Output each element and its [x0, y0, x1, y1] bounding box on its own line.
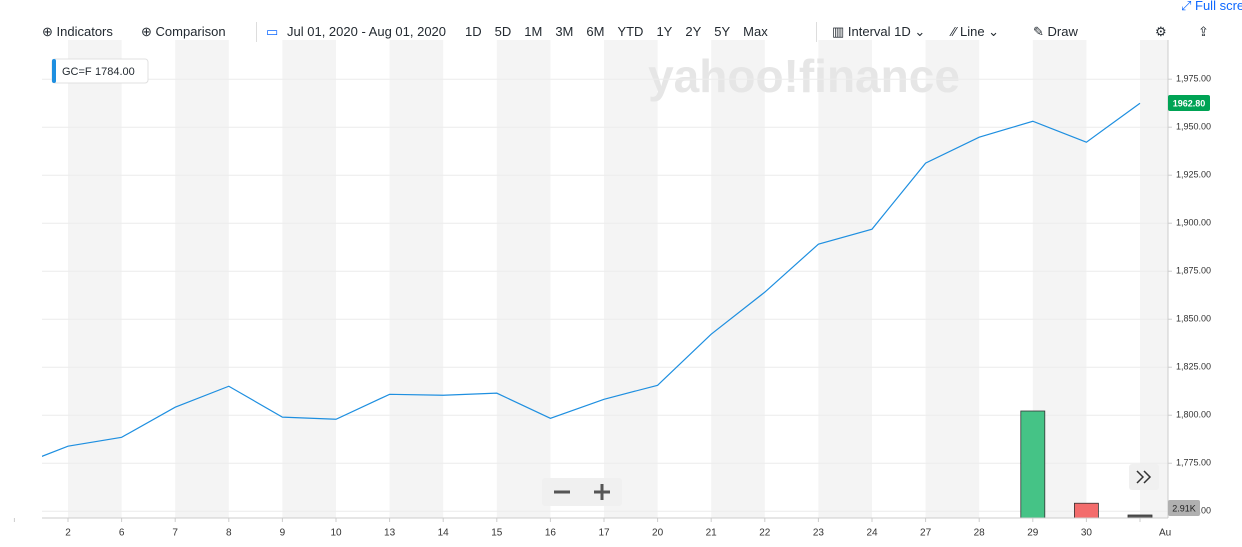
comparison-button[interactable]: ⊕ Comparison	[141, 24, 226, 39]
stripe	[925, 40, 980, 518]
stripe	[389, 40, 444, 518]
volume-bar	[1020, 410, 1046, 518]
y-tick-label: 1,800.00	[1176, 410, 1211, 420]
x-tick-label: 16	[545, 528, 557, 539]
x-tick-label: 6	[119, 528, 125, 539]
y-tick-label: 1,850.00	[1176, 314, 1211, 324]
y-tick-label: 1,950.00	[1176, 122, 1211, 132]
x-tick-label: 17	[598, 528, 610, 539]
volume-bar	[1127, 514, 1153, 518]
zoom-controls	[542, 478, 622, 506]
range-button[interactable]: 1M	[524, 24, 543, 39]
range-button[interactable]: YTD	[617, 24, 644, 39]
x-tick-label: 8	[226, 528, 232, 539]
x-tick-label: 13	[384, 528, 396, 539]
last-price: 1962.80	[1173, 98, 1206, 108]
range-button[interactable]: 1D	[465, 24, 482, 39]
legend-symbol: GC=F	[62, 66, 92, 78]
date-range[interactable]: Jul 01, 2020 - Aug 01, 2020	[287, 24, 447, 39]
x-tick-label: 23	[813, 528, 825, 539]
x-end-label: Au	[1159, 528, 1171, 539]
calendar-icon: ▭	[266, 24, 279, 39]
range-button[interactable]: 5D	[494, 24, 512, 39]
range-button[interactable]: 1Y	[656, 24, 673, 39]
x-tick-label: 10	[330, 528, 342, 539]
stripe	[496, 40, 551, 518]
volume-bar	[1074, 502, 1099, 518]
legend-swatch	[52, 59, 56, 83]
x-tick-label: 24	[866, 528, 878, 539]
share-icon[interactable]: ⇪	[1198, 24, 1209, 39]
x-tick-label: 28	[974, 528, 986, 539]
x-tick-label: 22	[759, 528, 771, 539]
range-button[interactable]: 2Y	[685, 24, 702, 39]
stripe	[711, 40, 765, 518]
volume-label: 2.91K	[1172, 503, 1196, 513]
stripe	[282, 40, 336, 518]
y-tick-label: 1,775.00	[1176, 458, 1211, 468]
label: Draw	[1047, 24, 1078, 39]
label: Interval	[847, 24, 891, 39]
price-line	[42, 102, 1141, 457]
line-button[interactable]: ⁄⁄ Line ⌄	[952, 24, 1000, 39]
y-tick-label: 1,925.00	[1176, 170, 1211, 180]
stripe	[818, 40, 872, 518]
separator	[816, 22, 817, 42]
x-tick-label: 27	[920, 528, 932, 539]
stripe	[68, 40, 122, 518]
interval-button[interactable]: ▥ Interval 1D ⌄	[832, 24, 926, 39]
label: Indicators	[56, 24, 113, 39]
range-button[interactable]: 5Y	[714, 24, 731, 39]
indicators-button[interactable]: ⊕ Indicators	[42, 24, 113, 39]
range-buttons: 1D 5D 1M 3M 6M YTD 1Y 2Y 5Y Max	[465, 24, 781, 39]
y-tick-label: 1,875.00	[1176, 266, 1211, 276]
watermark: yahoo!finance	[648, 50, 960, 102]
range-button[interactable]: Max	[743, 24, 768, 39]
x-tick-label: 21	[706, 528, 718, 539]
y-tick-label: 1,900.00	[1176, 218, 1211, 228]
stripe	[604, 40, 658, 518]
x-tick-label: 14	[438, 528, 450, 539]
x-tick-label: 7	[172, 528, 178, 539]
range-button[interactable]: 6M	[586, 24, 605, 39]
last-price-tag	[1168, 95, 1210, 111]
toolbar: ⊕ Indicators ⊕ Comparison ▭ Jul 01, 2020…	[0, 0, 1242, 60]
x-tick-label: 9	[280, 528, 286, 539]
x-tick-label: 20	[652, 528, 664, 539]
legend-value: 1784.00	[95, 66, 135, 78]
label: Line	[959, 24, 985, 39]
y-tick-label: 1,975.00	[1176, 74, 1211, 84]
scroll-icon	[1136, 470, 1152, 484]
y-tick-label: 1,825.00	[1176, 362, 1211, 372]
label: Comparison	[155, 24, 226, 39]
label: Full scre	[1195, 0, 1242, 13]
x-tick-label: 29	[1027, 528, 1039, 539]
volume-label-bg	[1168, 500, 1200, 516]
range-button[interactable]: 3M	[555, 24, 574, 39]
value: 1D	[894, 24, 911, 39]
full-screen[interactable]: ⤢ Full scre	[1181, 0, 1242, 14]
separator	[256, 22, 257, 42]
draw-button[interactable]: ✎ Draw	[1033, 24, 1078, 39]
x-tick-label: 15	[491, 528, 503, 539]
stripe	[175, 40, 229, 518]
x-tick-label: 2	[65, 528, 71, 539]
x-tick-label: 30	[1081, 528, 1093, 539]
settings-icon[interactable]: ⚙	[1155, 24, 1167, 39]
stripe	[1140, 40, 1168, 518]
